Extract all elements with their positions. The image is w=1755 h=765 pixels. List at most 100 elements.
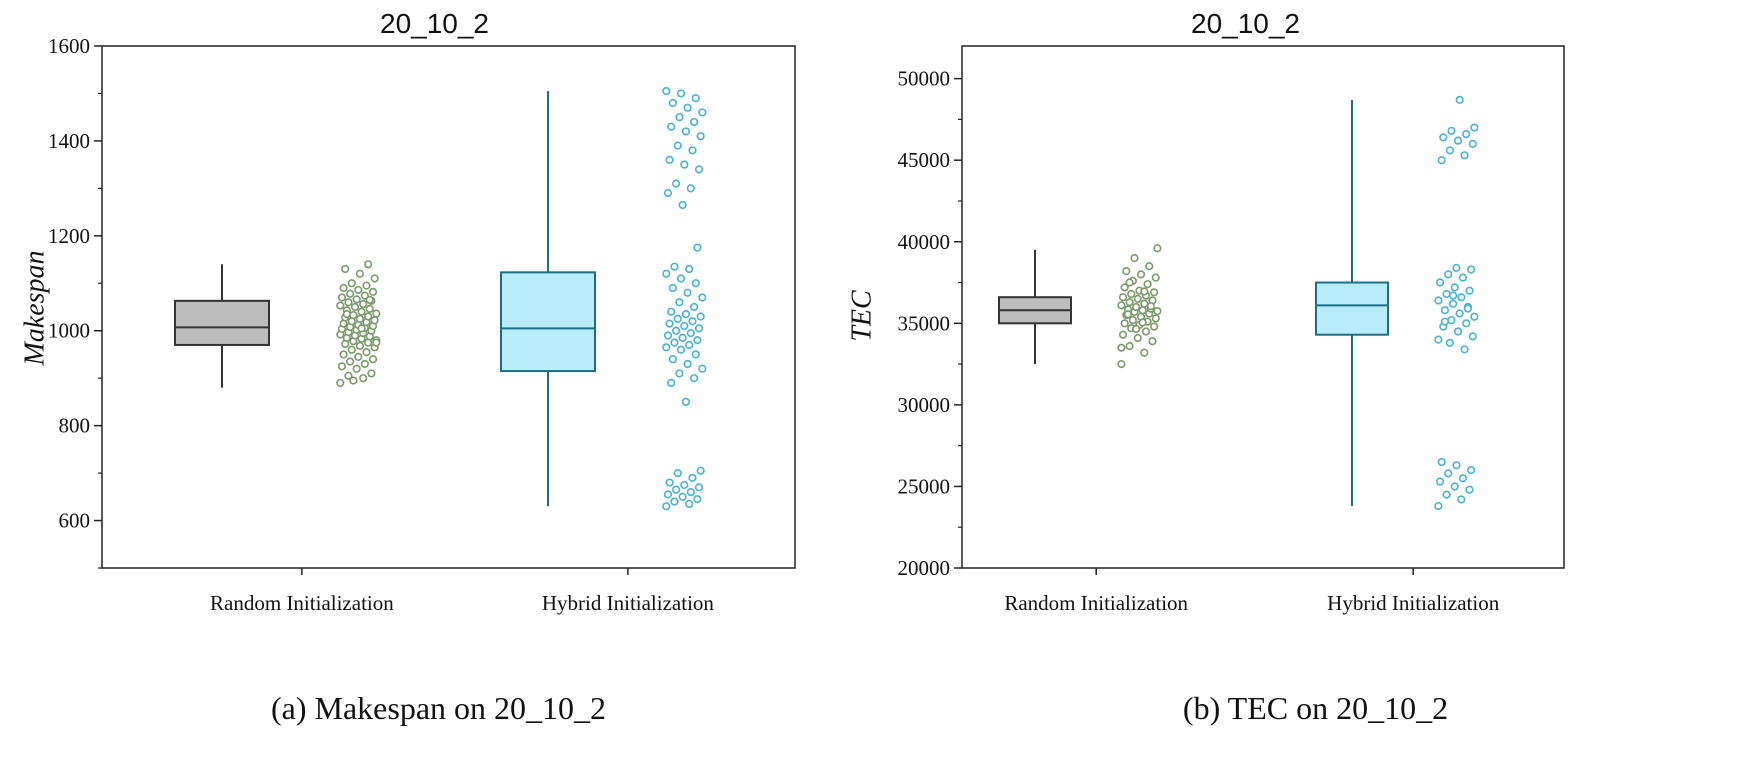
data-point [690,302,699,312]
x-category-label: Random Initialization [1004,591,1188,615]
data-point [1117,359,1126,369]
data-point [1132,324,1141,334]
data-point [663,331,673,340]
data-point [1460,345,1469,354]
data-point [1468,332,1477,341]
data-point [1146,302,1155,311]
data-point [672,485,681,494]
data-point [1153,244,1162,253]
data-point [1133,294,1142,303]
data-point [1125,298,1134,307]
data-point [681,310,691,319]
data-point [1440,306,1450,315]
data-point [341,264,350,274]
data-point [691,279,700,288]
data-point [368,355,378,364]
data-point [678,200,687,210]
data-point [663,490,673,499]
data-point [1138,318,1147,327]
box-plot-makespan: 600 800 1000 1200 1400 1600 Random Initializat… [48,34,796,615]
y-tick-label: 45000 [898,148,951,172]
y-tick-label: 25000 [898,474,951,498]
data-point [1117,301,1126,310]
data-point [370,316,379,325]
data-point [336,378,345,388]
data-point [1468,139,1477,148]
data-point [1447,126,1456,135]
data-point [667,378,676,388]
data-point [690,117,699,127]
data-point [355,269,365,278]
data-point [688,146,697,155]
y-tick-label: 1200 [48,224,90,248]
box-iqr [174,299,270,346]
data-point [667,307,676,316]
data-point [668,283,677,293]
data-point [668,98,677,108]
chart-title: 20_10_2 [380,8,490,39]
data-point [1125,278,1134,287]
data-point [1120,319,1129,328]
data-point [360,359,369,369]
data-point [1120,283,1129,292]
data-point [1455,95,1464,104]
data-point [1118,293,1128,302]
y-axis-label: TEC [846,290,878,342]
data-point [1462,319,1471,328]
data-point [680,160,689,169]
data-point [1151,314,1160,323]
data-point [694,324,704,333]
data-point [364,260,373,269]
data-point [1122,267,1131,276]
y-tick-label: 40000 [898,230,951,254]
data-point [1449,291,1458,300]
chart-title: 20_10_2 [1191,8,1301,39]
data-point [681,397,691,407]
data-point [696,132,705,141]
data-point [1467,265,1476,274]
y-tick-label: 30000 [898,393,951,417]
data-point [337,293,347,302]
y-tick-label: 1400 [48,129,90,153]
x-category-label: Hybrid Initialization [1327,591,1500,615]
data-point [685,340,694,350]
data-point [1117,343,1126,352]
data-point [1442,490,1451,499]
data-point [337,362,347,371]
data-point [360,291,369,300]
data-point [1153,306,1162,316]
x-category-label: Hybrid Initialization [542,591,715,615]
data-point [696,312,705,321]
data-point [347,279,356,288]
data-point [372,309,381,318]
data-point [673,314,682,323]
data-point [1442,289,1451,299]
data-point [342,310,351,319]
data-point [1458,474,1468,483]
data-point [680,321,689,331]
data-point [678,333,687,342]
data-point [349,376,358,385]
data-point [690,374,699,383]
box-plot-tec: 20000 25000 30000 35000 40000 45000 50000 Rando… [898,45,1565,615]
data-point [1140,299,1149,308]
data-point [688,317,697,326]
data-point [683,103,692,112]
data-point [1145,262,1154,271]
data-point [354,352,363,361]
data-point [1435,477,1445,486]
data-point [1140,348,1149,357]
data-point [1150,322,1159,331]
data-point [1127,289,1136,299]
data-point [693,495,702,504]
chart-panel-makespan: 20_10_2 Makespan 600 800 1000 1200 1400 1600 R… [0,0,877,765]
data-point [678,492,687,501]
data-point [1136,270,1146,279]
data-point [1118,330,1128,339]
data-point [672,326,681,335]
data-point [1453,327,1463,336]
data-point [359,374,368,383]
data-point [339,283,348,293]
data-point [1452,263,1461,272]
data-point [1440,317,1450,326]
